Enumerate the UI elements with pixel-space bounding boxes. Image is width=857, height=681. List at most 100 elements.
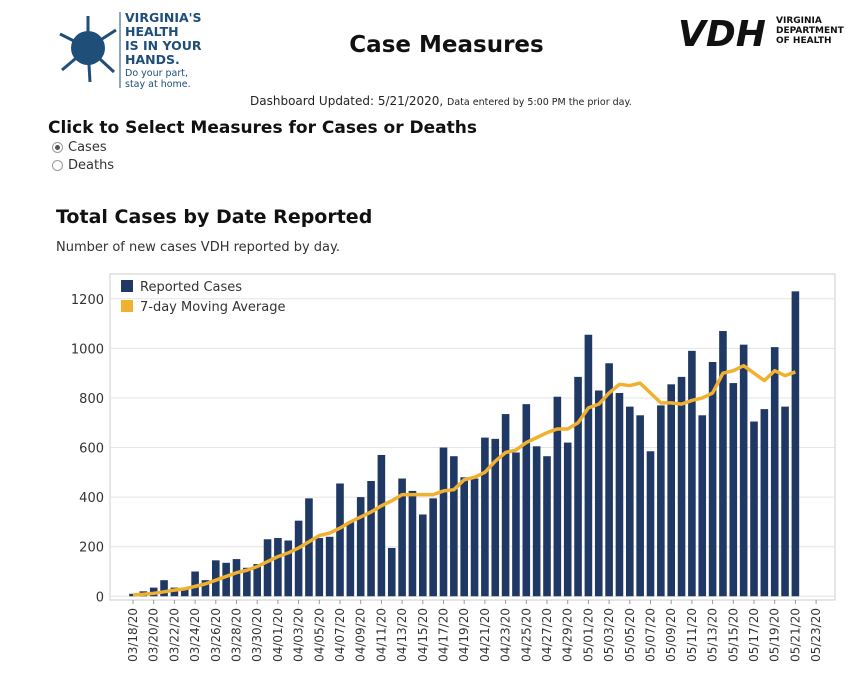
bar — [325, 536, 334, 597]
x-tick-label: 04/23/20 — [499, 608, 513, 662]
bar — [760, 409, 769, 597]
bar — [646, 451, 655, 597]
bar — [160, 580, 168, 597]
bar — [305, 498, 313, 597]
x-tick-label: 03/26/20 — [209, 608, 223, 662]
bar — [439, 447, 448, 597]
x-tick-label: 05/23/20 — [809, 608, 823, 662]
y-tick-label: 600 — [79, 442, 104, 457]
bar — [284, 540, 293, 597]
legend-swatch — [121, 280, 133, 292]
bar — [553, 396, 562, 597]
bar — [584, 334, 593, 597]
x-tick-label: 03/24/20 — [188, 608, 202, 662]
x-tick-label: 04/13/20 — [395, 608, 409, 662]
radio-label[interactable]: Deaths — [68, 158, 115, 173]
vdh-line: DEPARTMENT — [776, 26, 845, 36]
bar — [243, 567, 251, 597]
bar — [543, 456, 551, 597]
updated: Dashboard Updated: 5/21/2020, Data enter… — [250, 94, 632, 108]
bar — [222, 562, 230, 597]
radio-dot[interactable] — [52, 142, 63, 153]
bar — [667, 384, 675, 597]
x-tick-label: 05/03/20 — [602, 608, 616, 662]
bar — [708, 362, 717, 597]
chart-title: Total Cases by Date Reported — [56, 206, 373, 228]
bar — [729, 383, 738, 597]
bar — [791, 291, 800, 597]
x-tick-label: 05/09/20 — [664, 608, 678, 662]
bar — [750, 421, 758, 597]
x-tick-label: 05/17/20 — [747, 608, 761, 662]
logo-tagline: stay at home. — [125, 79, 191, 90]
bar — [408, 490, 417, 597]
logo-tagline: Do your part, — [125, 68, 188, 79]
x-tick-label: 03/30/20 — [250, 608, 264, 662]
bar — [512, 452, 520, 597]
bar — [501, 414, 510, 597]
x-tick-label: 05/05/20 — [623, 608, 637, 662]
x-tick-label: 04/27/20 — [540, 608, 554, 662]
bar — [636, 415, 644, 597]
y-tick-label: 1200 — [71, 293, 104, 308]
bar — [522, 404, 531, 597]
vdh-mark: VDH — [678, 14, 766, 52]
bar — [315, 538, 324, 597]
bar — [470, 478, 479, 597]
bar — [180, 587, 189, 597]
bar — [460, 477, 468, 597]
radio-dot[interactable] — [52, 160, 63, 171]
vdh-line: OF HEALTH — [776, 36, 832, 46]
legend-label: 7-day Moving Average — [140, 300, 286, 315]
x-tick-label: 04/01/20 — [271, 608, 285, 662]
bar — [336, 483, 344, 597]
bar — [615, 392, 624, 597]
x-tick-label: 04/25/20 — [519, 608, 533, 662]
bar — [377, 454, 386, 597]
chart-subtitle: Number of new cases VDH reported by day. — [56, 240, 340, 255]
y-tick-label: 1000 — [71, 342, 104, 357]
x-tick-label: 05/11/20 — [685, 608, 699, 662]
bar — [739, 344, 748, 597]
bar — [346, 521, 355, 597]
bar — [491, 438, 500, 597]
x-tick-label: 03/22/20 — [167, 608, 181, 662]
bar — [605, 363, 613, 597]
logo-line: HEALTH — [125, 24, 179, 39]
y-tick-label: 200 — [79, 541, 104, 556]
radio-cases[interactable]: Cases — [52, 140, 107, 155]
bar — [657, 405, 665, 597]
bar — [367, 481, 375, 597]
logo-line: VIRGINIA'S — [125, 10, 201, 25]
bar — [698, 415, 707, 597]
bar — [398, 478, 406, 597]
bar — [626, 406, 634, 597]
bar — [563, 442, 572, 597]
logo-spikes — [59, 16, 117, 83]
page-title: Case Measures — [349, 32, 544, 58]
x-tick-label: 04/11/20 — [374, 608, 388, 662]
y-tick-label: 800 — [79, 392, 104, 407]
x-tick-label: 05/07/20 — [644, 608, 658, 662]
bar — [274, 538, 282, 597]
bar — [253, 564, 261, 597]
radio-label[interactable]: Cases — [68, 140, 107, 155]
updated-note: Data entered by 5:00 PM the prior day. — [447, 97, 632, 108]
x-tick-label: 04/21/20 — [478, 608, 492, 662]
plot-frame — [109, 273, 836, 601]
bar — [770, 347, 779, 597]
bar — [594, 390, 603, 597]
bar — [201, 580, 210, 597]
bar — [429, 498, 437, 597]
x-tick-label: 05/21/20 — [788, 608, 802, 662]
radio-deaths[interactable]: Deaths — [52, 158, 114, 173]
bar — [677, 376, 686, 597]
vdh-line: VIRGINIA — [776, 16, 822, 26]
y-tick-label: 0 — [96, 590, 104, 605]
y-tick-label: 400 — [79, 491, 104, 506]
x-tick-label: 05/13/20 — [706, 608, 720, 662]
logo-line: IS IN YOUR — [125, 38, 202, 53]
